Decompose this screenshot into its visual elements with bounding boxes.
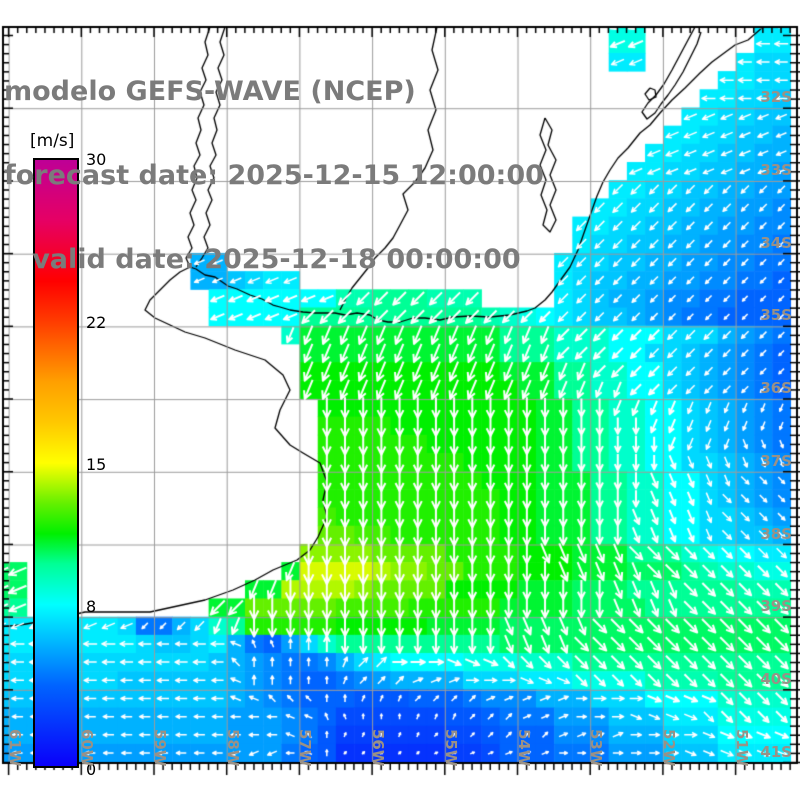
lat-label: 37S — [760, 451, 792, 470]
lon-label: 57W — [296, 729, 315, 767]
lon-label: 59W — [151, 729, 169, 767]
lat-label: 39S — [760, 597, 792, 616]
valid-date-label: valid date: 2025-12-18 00:00:00 — [4, 244, 521, 275]
lat-label: 40S — [760, 669, 792, 688]
colorbar-tick-label: 30 — [86, 150, 107, 169]
lat-label: 32S — [760, 88, 792, 107]
lon-label: 54W — [514, 729, 533, 767]
lat-label: 36S — [760, 379, 792, 398]
lon-label: 60W — [78, 729, 97, 767]
model-title: modelo GEFS-WAVE (NCEP) — [4, 76, 416, 107]
lon-label: 56W — [369, 729, 388, 767]
lat-label: 38S — [760, 524, 792, 543]
colorbar-tick-label: 22 — [86, 312, 107, 332]
lon-label: 55W — [441, 729, 460, 767]
lat-label: 34S — [760, 233, 792, 252]
colorbar-unit-label: [m/s] — [30, 131, 75, 151]
colorbar-tick-label: 0 — [86, 760, 97, 779]
lat-label: 41S — [760, 742, 792, 761]
lon-label: 53W — [587, 729, 606, 767]
colorbar-tick-label: 8 — [86, 597, 97, 617]
lat-label: 33S — [760, 161, 792, 179]
colorbar-gradient — [33, 158, 79, 768]
colorbar-tick-label: 15 — [86, 455, 107, 474]
forecast-date-label: forecast date: 2025-12-15 12:00:00 — [4, 160, 544, 191]
lat-label: 35S — [760, 306, 792, 325]
lon-label: 52W — [659, 729, 678, 767]
title-block: modelo GEFS-WAVE (NCEP) forecast date: 2… — [4, 22, 544, 330]
lon-label: 51W — [732, 729, 751, 767]
lon-label: 58W — [223, 729, 242, 767]
lon-label: 61W — [5, 729, 24, 767]
